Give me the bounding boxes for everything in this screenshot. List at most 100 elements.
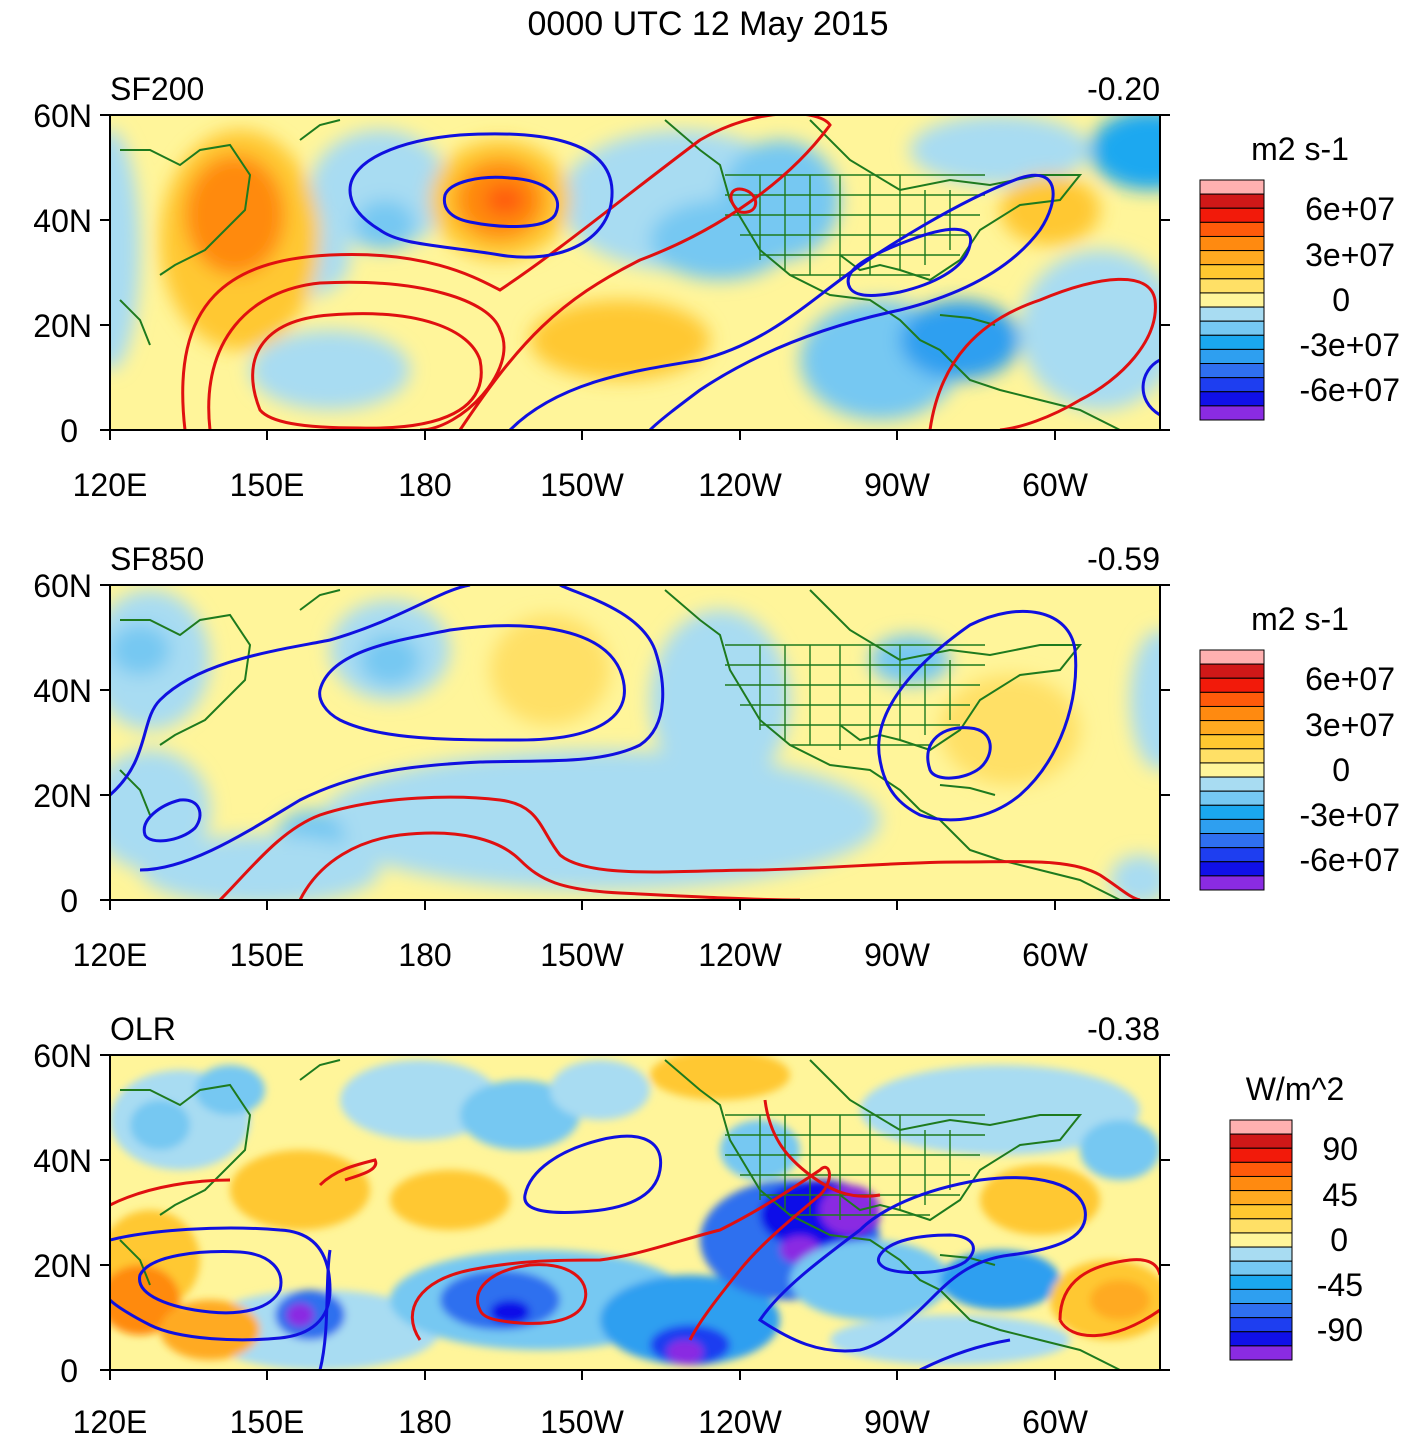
panel-sf200: SF200 -0.20	[33, 71, 1400, 503]
colorbar-swatch	[1199, 179, 1265, 195]
colorbar-swatch	[1199, 720, 1265, 736]
colorbar-swatch	[1199, 278, 1265, 294]
sf850-state-borders	[725, 644, 985, 750]
colorbar-label: 3e+07	[1305, 707, 1395, 743]
x-tick-label: 180	[398, 937, 451, 973]
colorbar-swatch	[1199, 762, 1265, 778]
sf200-contours	[181, 115, 1160, 430]
colorbar-swatch	[1199, 804, 1265, 820]
x-tick-label: 120W	[698, 1404, 782, 1440]
sf200-colorbar: m2 s-1 6e+07 3e+07 0 -3e+07 -6e+07	[1199, 131, 1400, 421]
x-tick-label: 150E	[230, 1404, 305, 1440]
colorbar-swatches	[1199, 649, 1265, 891]
x-tick-label: 120W	[698, 937, 782, 973]
colorbar-swatch	[1229, 1161, 1293, 1177]
y-tick-label: 0	[60, 1353, 78, 1389]
y-tick-label: 40N	[33, 1143, 92, 1179]
colorbar-swatches	[1229, 1119, 1293, 1361]
colorbar-swatch	[1199, 250, 1265, 266]
olr-colorbar: W/m^2 90 45 0 -45 -90	[1229, 1071, 1363, 1361]
y-tick-label: 20N	[33, 308, 92, 344]
x-tick-label: 150W	[540, 467, 624, 503]
x-tick-label: 120W	[698, 467, 782, 503]
sf850-shaded-field	[110, 585, 1160, 900]
x-tick-label: 150E	[230, 937, 305, 973]
x-tick-label: 180	[398, 467, 451, 503]
y-tick-label: 0	[60, 413, 78, 449]
sf850-y-tick-labels: 60N 40N 20N 0	[33, 568, 92, 919]
colorbar-swatch	[1199, 193, 1265, 209]
colorbar-units: W/m^2	[1246, 1071, 1345, 1107]
x-tick-label: 90W	[864, 937, 931, 973]
colorbar-swatch	[1229, 1175, 1293, 1192]
y-tick-label: 20N	[33, 778, 92, 814]
colorbar-swatch	[1229, 1288, 1293, 1305]
colorbar-swatch	[1199, 861, 1265, 877]
colorbar-label: 6e+07	[1305, 661, 1395, 697]
colorbar-swatch	[1199, 391, 1265, 407]
colorbar-swatch	[1199, 221, 1265, 237]
sf200-shaded-field	[110, 115, 1160, 430]
sf850-frame	[100, 584, 1170, 910]
panel-value: -0.20	[1087, 71, 1160, 107]
colorbar-swatch	[1199, 264, 1265, 280]
olr-state-borders	[725, 1114, 985, 1220]
olr-shaded-field	[110, 1055, 1160, 1370]
colorbar-swatch	[1229, 1119, 1293, 1135]
olr-x-tick-labels: 120E 150E 180 150W 120W 90W 60W	[73, 1404, 1089, 1440]
x-tick-label: 120E	[73, 937, 148, 973]
colorbar-swatch	[1229, 1218, 1293, 1234]
y-tick-label: 40N	[33, 673, 92, 709]
sf200-y-tick-labels: 60N 40N 20N 0	[33, 98, 92, 449]
colorbar-swatch	[1199, 306, 1265, 322]
colorbar-label: -90	[1317, 1312, 1363, 1348]
colorbar-swatch	[1229, 1317, 1293, 1333]
sf200-x-tick-labels: 120E 150E 180 150W 120W 90W 60W	[73, 467, 1089, 503]
sf850-x-tick-labels: 120E 150E 180 150W 120W 90W 60W	[73, 937, 1089, 973]
colorbar-swatch	[1229, 1345, 1293, 1361]
colorbar-swatch	[1199, 377, 1265, 393]
colorbar-label: 0	[1332, 752, 1350, 788]
colorbar-swatch	[1199, 334, 1265, 350]
colorbar-swatch	[1229, 1303, 1293, 1319]
colorbar-label: -6e+07	[1299, 842, 1400, 878]
colorbar-swatch	[1199, 207, 1265, 223]
colorbar-swatch	[1199, 363, 1265, 379]
colorbar-swatch	[1229, 1232, 1293, 1248]
x-tick-label: 150W	[540, 1404, 624, 1440]
colorbar-swatch	[1199, 348, 1265, 365]
colorbar-swatch	[1199, 847, 1265, 863]
colorbar-swatch	[1229, 1246, 1293, 1262]
colorbar-label: -3e+07	[1299, 327, 1400, 363]
colorbar-label: -3e+07	[1299, 797, 1400, 833]
panel-label: SF200	[110, 71, 204, 107]
panel-label: SF850	[110, 541, 204, 577]
sf850-colorbar: m2 s-1 6e+07 3e+07 0 -3e+07 -6e+07	[1199, 601, 1400, 891]
sf850-contours	[110, 585, 1141, 900]
x-tick-label: 150W	[540, 937, 624, 973]
colorbar-swatch	[1229, 1260, 1293, 1276]
y-tick-label: 20N	[33, 1248, 92, 1284]
x-tick-label: 60W	[1022, 467, 1089, 503]
colorbar-swatch	[1229, 1147, 1293, 1163]
panel-value: -0.59	[1087, 541, 1160, 577]
colorbar-units: m2 s-1	[1251, 131, 1349, 167]
colorbar-swatch	[1199, 663, 1265, 679]
sf200-state-borders	[725, 174, 985, 280]
x-tick-label: 90W	[864, 1404, 931, 1440]
olr-y-tick-labels: 60N 40N 20N 0	[33, 1038, 92, 1389]
colorbar-label: 45	[1322, 1177, 1358, 1213]
y-tick-label: 40N	[33, 203, 92, 239]
colorbar-units: m2 s-1	[1251, 601, 1349, 637]
colorbar-swatch	[1199, 734, 1265, 750]
panel-sf850: SF850 -0.59	[33, 541, 1400, 973]
y-tick-label: 60N	[33, 98, 92, 134]
colorbar-swatch	[1199, 677, 1265, 693]
y-tick-label: 0	[60, 883, 78, 919]
colorbar-label: 0	[1332, 282, 1350, 318]
colorbar-swatch	[1199, 292, 1265, 308]
x-tick-label: 120E	[73, 467, 148, 503]
colorbar-swatch	[1229, 1190, 1293, 1206]
colorbar-swatch	[1199, 405, 1265, 421]
